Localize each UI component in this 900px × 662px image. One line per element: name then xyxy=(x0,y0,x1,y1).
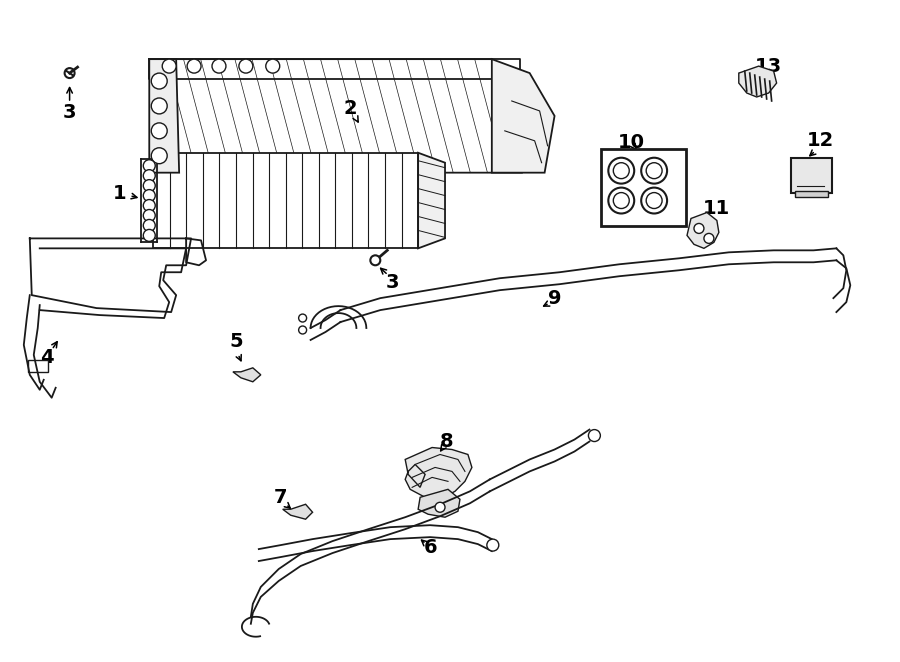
Circle shape xyxy=(641,158,667,183)
Circle shape xyxy=(646,193,662,209)
Circle shape xyxy=(641,187,667,214)
Text: 10: 10 xyxy=(617,133,644,152)
Polygon shape xyxy=(233,368,261,382)
Text: 2: 2 xyxy=(344,99,357,118)
Text: 3: 3 xyxy=(63,103,76,122)
Bar xyxy=(790,158,833,193)
Text: 11: 11 xyxy=(703,199,731,218)
Text: 8: 8 xyxy=(440,432,454,451)
Circle shape xyxy=(143,220,155,232)
Circle shape xyxy=(151,123,167,139)
Circle shape xyxy=(143,160,155,171)
Text: 12: 12 xyxy=(806,131,834,150)
Circle shape xyxy=(299,314,307,322)
Polygon shape xyxy=(149,59,519,79)
Circle shape xyxy=(151,98,167,114)
Text: 4: 4 xyxy=(40,348,53,367)
Polygon shape xyxy=(491,59,554,173)
Polygon shape xyxy=(687,213,719,248)
Circle shape xyxy=(65,68,75,78)
Circle shape xyxy=(608,158,634,183)
Circle shape xyxy=(162,59,176,73)
Polygon shape xyxy=(149,59,522,173)
Polygon shape xyxy=(153,153,419,248)
Circle shape xyxy=(370,256,381,265)
Circle shape xyxy=(589,430,600,442)
Circle shape xyxy=(143,169,155,181)
Polygon shape xyxy=(739,66,777,97)
Circle shape xyxy=(143,209,155,222)
Polygon shape xyxy=(418,153,445,248)
Polygon shape xyxy=(149,59,179,173)
Circle shape xyxy=(238,59,253,73)
Text: 6: 6 xyxy=(423,538,436,557)
Circle shape xyxy=(151,73,167,89)
Circle shape xyxy=(435,502,445,512)
Circle shape xyxy=(143,199,155,211)
Circle shape xyxy=(613,163,629,179)
Polygon shape xyxy=(283,504,312,519)
Bar xyxy=(28,360,48,372)
Bar xyxy=(795,191,828,197)
Circle shape xyxy=(143,230,155,242)
Text: 13: 13 xyxy=(755,57,782,75)
Circle shape xyxy=(299,326,307,334)
Circle shape xyxy=(608,187,634,214)
Circle shape xyxy=(694,224,704,234)
Text: 5: 5 xyxy=(230,332,243,352)
Circle shape xyxy=(613,193,629,209)
Text: 9: 9 xyxy=(548,289,562,308)
Circle shape xyxy=(212,59,226,73)
Polygon shape xyxy=(405,448,472,499)
Circle shape xyxy=(187,59,201,73)
Text: 7: 7 xyxy=(274,488,287,507)
Circle shape xyxy=(646,163,662,179)
Circle shape xyxy=(704,234,714,244)
Text: 1: 1 xyxy=(112,184,126,203)
Bar xyxy=(601,149,686,226)
Circle shape xyxy=(487,539,499,551)
Circle shape xyxy=(266,59,280,73)
Polygon shape xyxy=(418,489,460,517)
Text: 3: 3 xyxy=(385,273,399,292)
Circle shape xyxy=(143,179,155,191)
Circle shape xyxy=(143,189,155,201)
Circle shape xyxy=(151,148,167,164)
